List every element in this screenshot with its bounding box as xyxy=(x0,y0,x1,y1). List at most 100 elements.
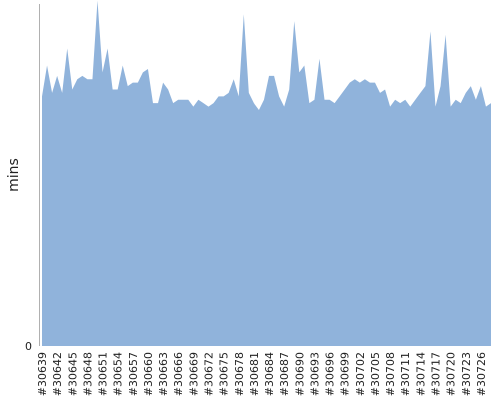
data-point xyxy=(237,95,240,98)
data-point xyxy=(379,91,382,94)
data-point xyxy=(459,102,462,105)
data-point xyxy=(136,81,139,84)
data-point xyxy=(41,95,44,98)
x-tick-label: #30720 xyxy=(445,352,458,396)
data-point xyxy=(313,98,316,101)
data-point xyxy=(61,91,64,94)
data-point xyxy=(308,102,311,105)
data-point xyxy=(424,85,427,88)
data-point xyxy=(464,91,467,94)
data-point xyxy=(247,91,250,94)
x-tick-label: #30666 xyxy=(172,352,185,396)
data-point xyxy=(273,74,276,77)
data-point xyxy=(257,109,260,112)
data-point xyxy=(429,30,432,33)
x-tick-label: #30678 xyxy=(233,352,246,396)
data-point xyxy=(46,64,49,67)
data-point xyxy=(51,91,54,94)
data-point xyxy=(232,78,235,81)
data-point xyxy=(394,98,397,101)
x-tick-label: #30708 xyxy=(384,352,397,396)
data-point xyxy=(242,13,245,16)
x-tick-label: #30690 xyxy=(293,352,306,396)
data-point xyxy=(167,88,170,91)
data-point xyxy=(111,88,114,91)
x-tick-label: #30693 xyxy=(308,352,321,396)
data-point xyxy=(182,98,185,101)
x-tick-label: #30639 xyxy=(36,352,49,396)
data-point xyxy=(348,81,351,84)
x-tick-label: #30702 xyxy=(354,352,367,396)
x-tick-label: #30711 xyxy=(399,352,412,396)
data-point xyxy=(469,85,472,88)
data-point xyxy=(212,102,215,105)
data-point xyxy=(474,98,477,101)
data-point xyxy=(454,98,457,101)
data-point xyxy=(479,85,482,88)
data-point xyxy=(131,81,134,84)
data-point xyxy=(343,88,346,91)
data-point xyxy=(353,78,356,81)
data-point xyxy=(373,81,376,84)
data-point xyxy=(86,78,89,81)
data-point xyxy=(101,71,104,74)
data-point xyxy=(146,67,149,70)
data-point xyxy=(192,105,195,108)
data-point xyxy=(207,105,210,108)
area-series xyxy=(42,0,491,347)
data-point xyxy=(217,95,220,98)
data-point xyxy=(71,88,74,91)
x-tick-label: #30648 xyxy=(81,352,94,396)
data-point xyxy=(187,98,190,101)
data-point xyxy=(177,98,180,101)
data-point xyxy=(227,91,230,94)
data-point xyxy=(76,78,79,81)
data-point xyxy=(262,98,265,101)
data-point xyxy=(419,91,422,94)
data-point xyxy=(268,74,271,77)
x-tick-label: #30696 xyxy=(324,352,337,396)
data-point xyxy=(288,88,291,91)
data-point xyxy=(278,95,281,98)
y-axis-label: mins xyxy=(6,158,22,192)
data-point xyxy=(56,74,59,77)
x-tick-label: #30705 xyxy=(369,352,382,396)
data-point xyxy=(444,33,447,36)
data-point xyxy=(318,57,321,60)
x-tick-label: #30723 xyxy=(460,352,473,396)
data-point xyxy=(126,85,129,88)
x-tick-label: #30657 xyxy=(127,352,140,396)
x-tick-label: #30663 xyxy=(157,352,170,396)
data-point xyxy=(106,47,109,50)
x-tick-label: #30675 xyxy=(218,352,231,396)
x-tick-label: #30687 xyxy=(278,352,291,396)
x-tick-label: #30660 xyxy=(142,352,155,396)
data-point xyxy=(358,81,361,84)
x-tick-label: #30726 xyxy=(475,352,488,396)
x-tick-label: #30699 xyxy=(339,352,352,396)
x-tick-label: #30642 xyxy=(51,352,64,396)
data-point xyxy=(172,102,175,105)
data-point xyxy=(328,98,331,101)
data-point xyxy=(141,71,144,74)
x-tick-label: #30684 xyxy=(263,352,276,396)
x-tick-labels: #30639 #30642 #30645 #30648 #30651 #30654 #306… xyxy=(36,352,488,396)
x-tick-label: #30645 xyxy=(66,352,79,396)
data-point xyxy=(81,74,84,77)
data-point xyxy=(323,98,326,101)
data-point xyxy=(409,105,412,108)
x-tick-label: #30654 xyxy=(112,352,125,396)
data-point xyxy=(283,105,286,108)
data-point xyxy=(368,81,371,84)
data-point xyxy=(434,105,437,108)
data-point xyxy=(121,64,124,67)
y-tick-label: 0 xyxy=(25,340,32,353)
x-tick-label: #30717 xyxy=(430,352,443,396)
data-point xyxy=(363,78,366,81)
data-point xyxy=(338,95,341,98)
x-tick-label: #30669 xyxy=(187,352,200,396)
data-point xyxy=(197,98,200,101)
data-point xyxy=(399,102,402,105)
